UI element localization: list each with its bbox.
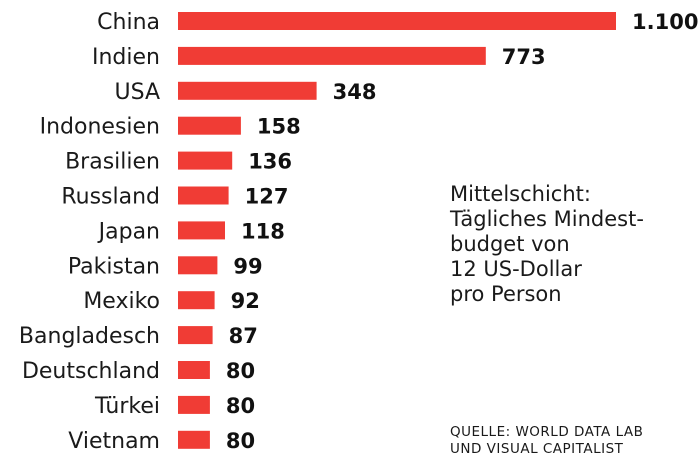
bar-mexiko bbox=[178, 291, 215, 310]
annotation-line-5: pro Person bbox=[450, 282, 562, 306]
bar-indien bbox=[178, 46, 486, 65]
bar-indonesien bbox=[178, 116, 241, 135]
value-label-pakistan: 99 bbox=[233, 254, 262, 278]
bar-bangladesch bbox=[178, 326, 213, 345]
source-line-1: QUELLE: WORLD DATA LAB bbox=[450, 424, 644, 440]
category-label-türkei: Türkei bbox=[94, 394, 160, 419]
value-label-deutschland: 80 bbox=[226, 359, 255, 383]
bar-russland bbox=[178, 186, 229, 205]
annotation-note: Mittelschicht: Tägliches Mindest- budget… bbox=[450, 182, 690, 307]
value-label-indonesien: 158 bbox=[257, 115, 301, 139]
value-labels-group: 1.100 773 348 158 136 127 118 99 92 87 80 80 80 bbox=[226, 10, 699, 453]
category-labels-group: China Indien USA Indonesien Brasilien Russlan… bbox=[19, 10, 160, 454]
bar-brasilien bbox=[178, 151, 233, 170]
category-label-indonesien: Indonesien bbox=[40, 115, 160, 140]
annotation-line-2: Tägliches Mindest- bbox=[450, 207, 644, 231]
bar-usa bbox=[178, 81, 317, 100]
bar-türkei bbox=[178, 395, 210, 414]
category-label-indien: Indien bbox=[92, 45, 160, 70]
category-label-bangladesch: Bangladesch bbox=[19, 324, 160, 349]
category-label-mexiko: Mexiko bbox=[83, 289, 160, 314]
bar-pakistan bbox=[178, 256, 218, 275]
category-label-deutschland: Deutschland bbox=[22, 359, 160, 384]
bar-vietnam bbox=[178, 430, 210, 449]
value-label-usa: 348 bbox=[333, 80, 377, 104]
source-line-2: UND VISUAL CAPITALIST bbox=[450, 441, 624, 457]
value-label-bangladesch: 87 bbox=[229, 324, 258, 348]
category-label-usa: USA bbox=[114, 80, 160, 105]
annotation-line-3: budget von bbox=[450, 232, 570, 256]
category-label-vietnam: Vietnam bbox=[68, 429, 160, 454]
bar-deutschland bbox=[178, 361, 210, 379]
bar-japan bbox=[178, 221, 225, 240]
annotation-line-1: Mittelschicht: bbox=[450, 182, 591, 206]
source-note: QUELLE: WORLD DATA LAB UND VISUAL CAPITA… bbox=[450, 424, 695, 458]
value-label-vietnam: 80 bbox=[226, 429, 255, 453]
value-label-mexiko: 92 bbox=[231, 289, 260, 313]
value-label-japan: 118 bbox=[241, 219, 285, 243]
category-label-china: China bbox=[97, 10, 160, 35]
annotation-line-4: 12 US-Dollar bbox=[450, 257, 582, 281]
value-label-russland: 127 bbox=[245, 185, 289, 209]
category-label-pakistan: Pakistan bbox=[68, 254, 160, 279]
category-label-japan: Japan bbox=[97, 219, 160, 244]
bar-china bbox=[178, 12, 616, 30]
value-label-indien: 773 bbox=[502, 45, 546, 69]
value-label-türkei: 80 bbox=[226, 394, 255, 418]
value-label-brasilien: 136 bbox=[248, 150, 292, 174]
value-label-china: 1.100 bbox=[632, 10, 698, 34]
category-label-brasilien: Brasilien bbox=[65, 150, 160, 175]
bars-group bbox=[178, 12, 616, 449]
category-label-russland: Russland bbox=[61, 185, 160, 210]
